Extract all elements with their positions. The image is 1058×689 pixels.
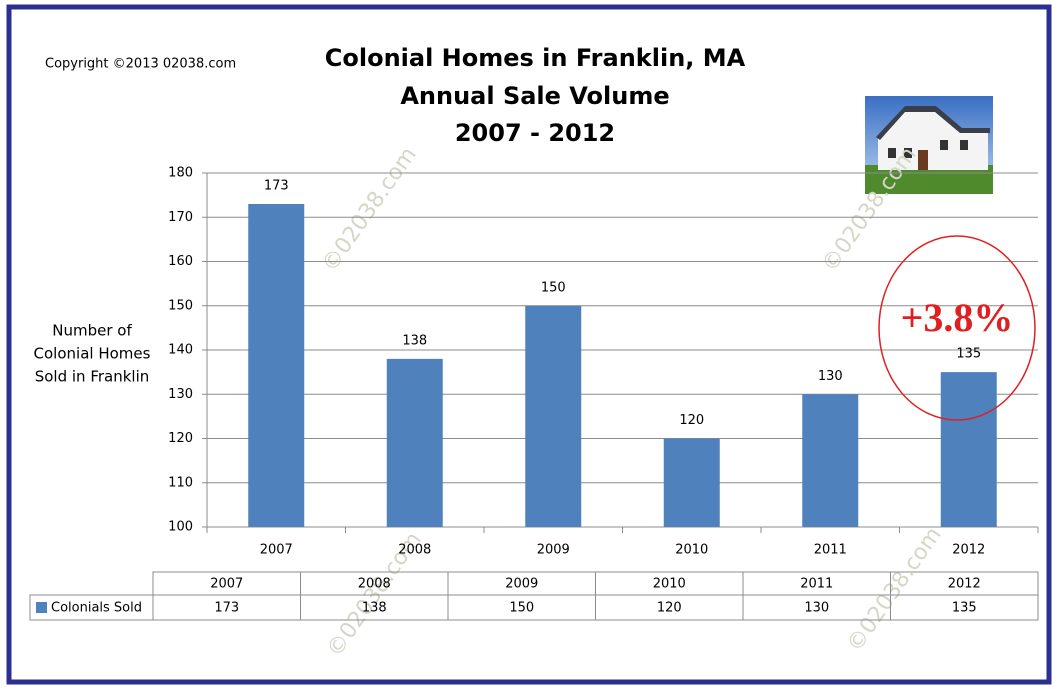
- table-header: 2007: [210, 577, 243, 592]
- y-tick-label: 110: [168, 475, 193, 490]
- legend-label: Colonials Sold: [51, 601, 142, 616]
- table-header: 2010: [653, 577, 686, 592]
- table-value: 138: [362, 601, 387, 616]
- y-axis-label: Colonial Homes: [34, 345, 151, 363]
- table-header: 2008: [358, 577, 391, 592]
- table-header: 2009: [505, 577, 538, 592]
- y-axis-label: Number of: [52, 322, 132, 340]
- annotation-circle: [878, 235, 1036, 421]
- data-label: 150: [541, 280, 566, 295]
- y-tick-label: 100: [168, 520, 193, 535]
- bar: [386, 358, 443, 527]
- data-label: 135: [956, 347, 981, 362]
- y-tick-label: 130: [168, 387, 193, 402]
- table-value: 135: [952, 601, 977, 616]
- data-label: 120: [679, 413, 704, 428]
- chart-title: Colonial Homes in Franklin, MA: [325, 44, 746, 72]
- table-value: 130: [804, 601, 829, 616]
- bar: [663, 438, 720, 527]
- x-tick-label: 2012: [952, 543, 985, 558]
- table-header: 2011: [800, 577, 833, 592]
- annotation: +3.8%: [901, 295, 1014, 340]
- legend-swatch: [36, 602, 47, 613]
- bar: [940, 372, 997, 527]
- table-value: 120: [657, 601, 682, 616]
- y-tick-label: 140: [168, 343, 193, 358]
- x-tick-label: 2011: [814, 543, 847, 558]
- y-axis-label: Sold in Franklin: [35, 368, 150, 386]
- house-photo: [865, 96, 993, 194]
- bar: [525, 305, 582, 527]
- copyright: Copyright ©2013 02038.com: [45, 57, 236, 72]
- y-tick-label: 180: [168, 166, 193, 181]
- data-label: 173: [264, 178, 289, 193]
- table-value: 150: [509, 601, 534, 616]
- x-tick-label: 2009: [537, 543, 570, 558]
- table-row: [29, 594, 1039, 621]
- table-value: 173: [214, 601, 239, 616]
- data-label: 138: [402, 333, 427, 348]
- y-tick-label: 150: [168, 298, 193, 313]
- chart-subtitle: Annual Sale Volume: [400, 82, 669, 110]
- x-tick-label: 2007: [260, 543, 293, 558]
- y-tick-label: 160: [168, 254, 193, 269]
- y-tick-label: 120: [168, 431, 193, 446]
- chart-subtitle: 2007 - 2012: [455, 119, 615, 147]
- x-tick-label: 2010: [675, 543, 708, 558]
- table-header: 2012: [948, 577, 981, 592]
- data-label: 130: [818, 369, 843, 384]
- bar: [248, 203, 305, 527]
- y-tick-label: 170: [168, 210, 193, 225]
- x-tick-label: 2008: [398, 543, 431, 558]
- bar: [802, 394, 859, 527]
